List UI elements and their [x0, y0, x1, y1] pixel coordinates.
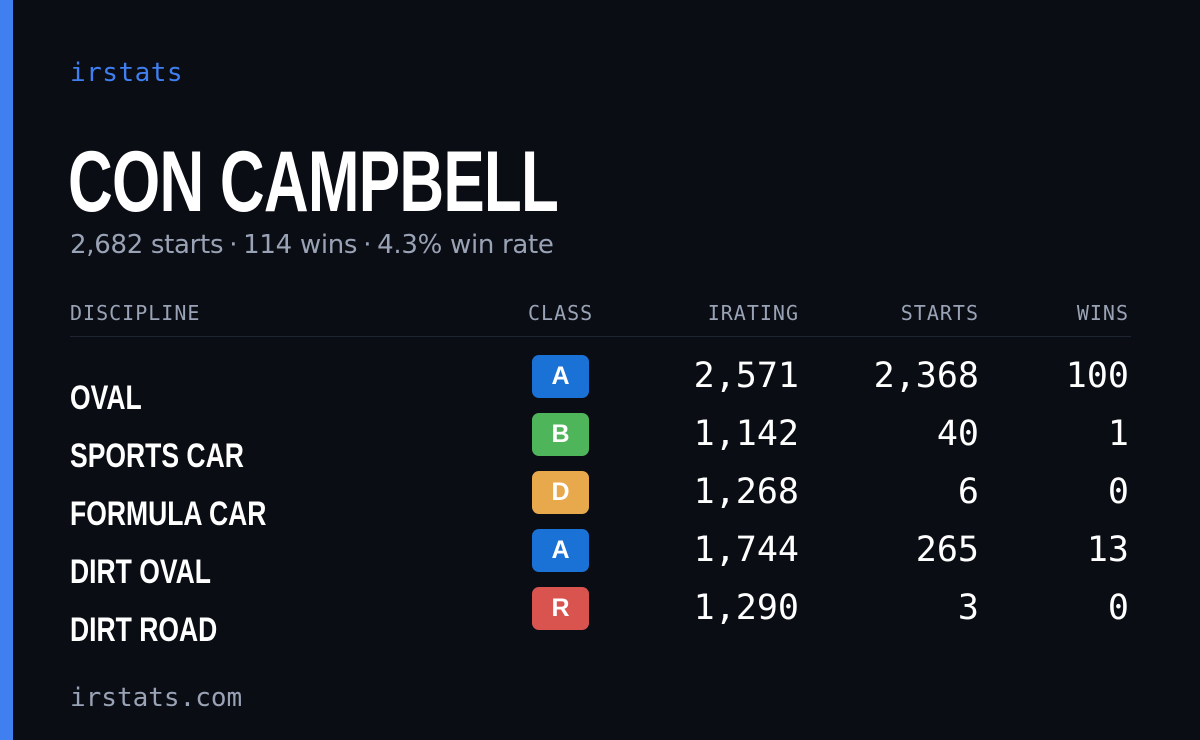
driver-summary: 2,682 starts · 114 wins · 4.3% win rate [70, 228, 554, 262]
table-row: OVAL A 2,571 2,368 100 [70, 350, 1131, 417]
total-wins: 114 wins [243, 230, 358, 260]
starts-value: 3 [957, 588, 979, 628]
irating-value: 1,290 [693, 588, 799, 628]
footer-url: irstats.com [70, 683, 243, 713]
table-row: DIRT OVAL A 1,744 265 13 [70, 524, 1131, 591]
discipline-name: SPORTS CAR [70, 437, 244, 475]
irating-value: 2,571 [693, 356, 799, 396]
irating-value: 1,744 [693, 530, 799, 570]
wins-value: 13 [1086, 530, 1129, 570]
discipline-name: FORMULA CAR [70, 495, 267, 533]
summary-separator: · [363, 230, 372, 260]
irating-value: 1,142 [693, 414, 799, 454]
class-badge: R [532, 587, 589, 630]
starts-value: 2,368 [873, 356, 979, 396]
wins-value: 1 [1107, 414, 1129, 454]
driver-name: CON CAMPBELL [68, 134, 559, 230]
starts-value: 265 [915, 530, 979, 570]
total-starts: 2,682 starts [70, 230, 224, 260]
discipline-name: DIRT ROAD [70, 611, 218, 649]
header-discipline: DISCIPLINE [70, 301, 201, 325]
header-irating: IRATING [707, 301, 799, 325]
table-row: FORMULA CAR D 1,268 6 0 [70, 466, 1131, 533]
wins-value: 0 [1107, 588, 1129, 628]
table-header: DISCIPLINE CLASS IRATING STARTS WINS [70, 296, 1131, 337]
header-wins: WINS [1076, 301, 1129, 325]
discipline-name: OVAL [70, 379, 142, 417]
summary-separator: · [229, 230, 238, 260]
wins-value: 100 [1065, 356, 1129, 396]
class-badge: A [532, 529, 589, 572]
class-badge: A [532, 355, 589, 398]
discipline-table: DISCIPLINE CLASS IRATING STARTS WINS OVA… [70, 296, 1131, 649]
win-rate: 4.3% win rate [377, 230, 554, 260]
header-starts: STARTS [900, 301, 979, 325]
discipline-name: DIRT OVAL [70, 553, 211, 591]
starts-value: 6 [957, 472, 979, 512]
class-badge: B [532, 413, 589, 456]
class-badge: D [532, 471, 589, 514]
accent-bar [0, 0, 13, 740]
wins-value: 0 [1107, 472, 1129, 512]
starts-value: 40 [936, 414, 979, 454]
irating-value: 1,268 [693, 472, 799, 512]
brand-name: irstats [70, 58, 184, 88]
table-row: DIRT ROAD R 1,290 3 0 [70, 582, 1131, 649]
header-class: CLASS [528, 301, 594, 325]
table-body: OVAL A 2,571 2,368 100 SPORTS CAR B 1,14… [70, 337, 1131, 649]
table-row: SPORTS CAR B 1,142 40 1 [70, 408, 1131, 475]
